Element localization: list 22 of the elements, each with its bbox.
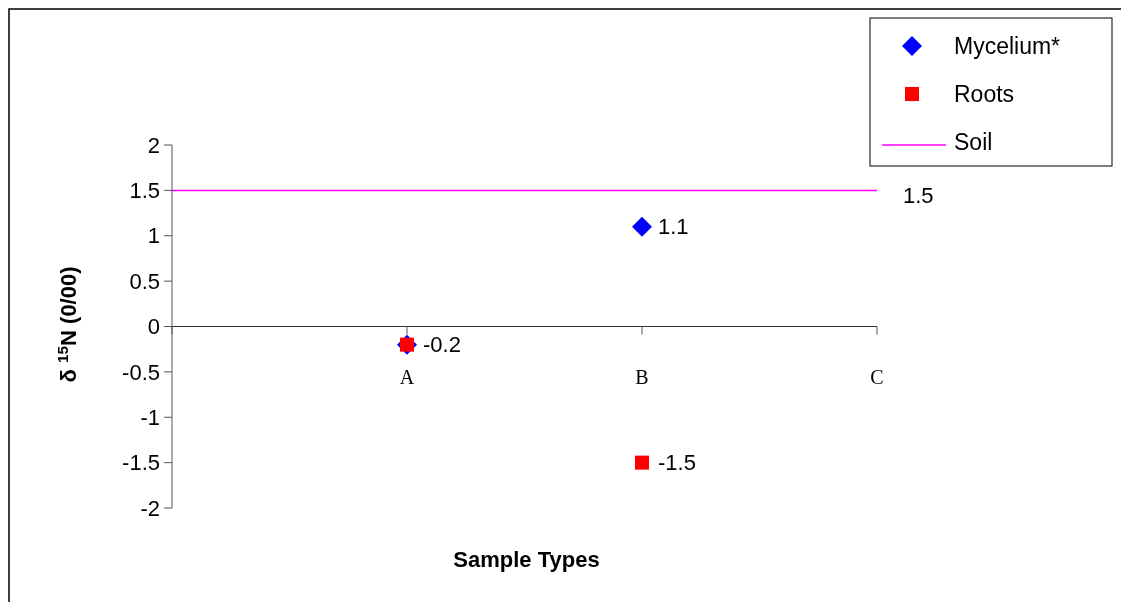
y-tick-label: -0.5 [122,359,160,385]
data-label: 1.1 [658,214,689,240]
x-tick-label: B [635,366,649,388]
legend-label: Roots [954,81,1015,108]
legend-label: Mycelium* [954,33,1061,60]
y-tick-label: -1 [140,404,160,430]
x-tick-label: C [870,366,884,388]
point [635,455,649,470]
y-tick-label: 0 [147,314,160,340]
point [632,216,652,237]
data-label: 1.5 [903,183,934,209]
data-label: -1.5 [658,450,696,476]
x-axis-title: Sample Types [453,547,600,572]
y-tick-label: 0.5 [129,268,160,294]
y-tick-label: -1.5 [122,450,160,476]
x-tick-label: A [399,366,415,388]
y-tick-label: 2 [147,132,160,158]
y-tick-label: -2 [140,495,160,521]
legend-label: Soil [954,129,993,156]
y-tick-label: 1.5 [129,178,160,204]
data-label: -0.2 [423,332,461,358]
y-tick-label: 1 [147,223,160,249]
